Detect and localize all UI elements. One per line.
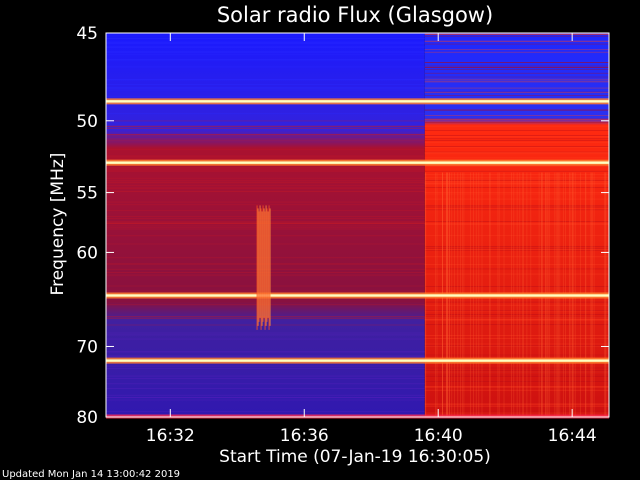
y-tick-label: 70: [76, 337, 98, 357]
x-tick-label: 16:36: [280, 426, 329, 446]
x-tick-label: 16:40: [414, 426, 463, 446]
chart-title: Solar radio Flux (Glasgow): [217, 3, 493, 27]
frequency-band: [106, 100, 609, 103]
updated-timestamp: Updated Mon Jan 14 13:00:42 2019: [2, 469, 180, 480]
frequency-band: [106, 161, 609, 164]
y-tick-label: 45: [76, 24, 98, 44]
plot-frame: [105, 32, 610, 418]
y-tick-label: 60: [76, 243, 98, 263]
y-axis-label: Frequency [MHz]: [48, 153, 68, 296]
y-tick-label: 50: [76, 112, 98, 132]
frequency-band: [106, 359, 609, 362]
x-axis-label: Start Time (07-Jan-19 16:30:05): [219, 447, 491, 467]
x-tick-label: 16:32: [146, 426, 195, 446]
x-tick-label: 16:44: [548, 426, 597, 446]
frequency-band: [106, 294, 609, 297]
y-tick-label: 55: [76, 184, 98, 204]
y-tick-label: 80: [76, 408, 98, 428]
spectrogram-right-region: [424, 33, 609, 417]
plot-area: [105, 32, 610, 419]
